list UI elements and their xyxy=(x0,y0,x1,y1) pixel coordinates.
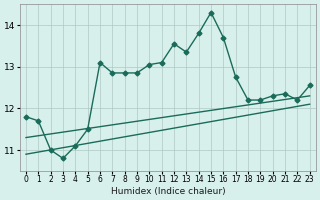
X-axis label: Humidex (Indice chaleur): Humidex (Indice chaleur) xyxy=(110,187,225,196)
